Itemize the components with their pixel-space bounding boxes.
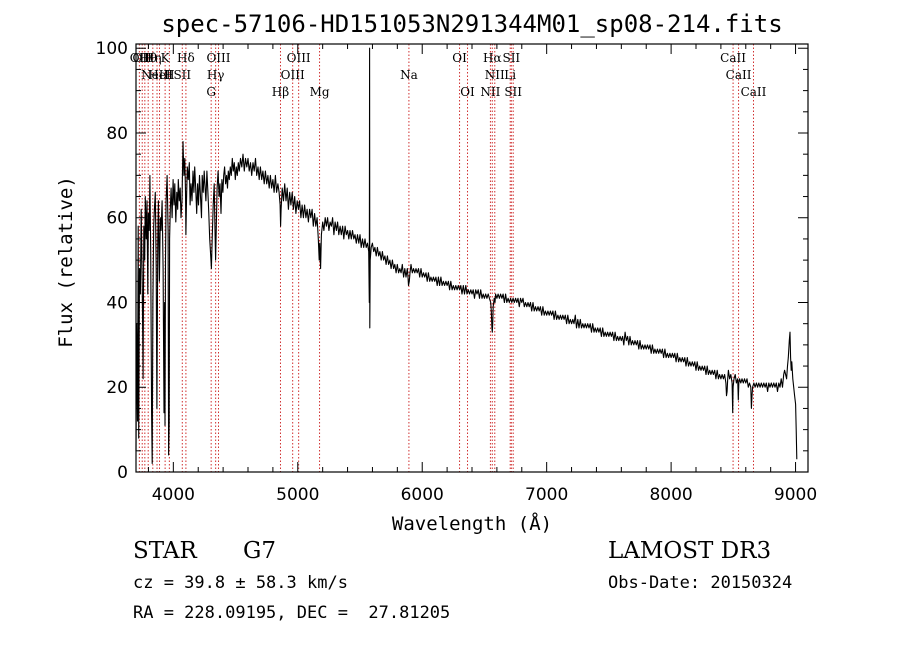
x-axis-label: Wavelength (Å) [392,512,552,535]
line-label: OII [133,51,153,65]
line-label: Hγ [207,68,225,82]
spectral-line-labels: OIIOIIHθHηNeIIIHeIKHHδSIIGHγOIIIHβOIIIOI… [130,51,767,99]
line-label: NeIII [141,68,173,82]
redshift-cz: cz = 39.8 ± 58.3 km/s [133,573,348,593]
spectral-line-markers [138,44,754,472]
x-axis: 4000 5000 6000 7000 8000 9000 [147,44,817,505]
line-label: Hα [483,51,502,65]
line-label: Hβ [272,85,289,99]
y-tick-label: 100 [96,39,128,59]
line-label: Hθ [139,51,157,65]
survey-name: LAMOST DR3 [608,538,772,564]
x-tick-label: 6000 [401,485,444,505]
y-tick-label: 0 [117,463,128,483]
line-label: H [164,68,174,82]
object-class: STAR [133,538,197,564]
line-label: Hδ [177,51,195,65]
line-label: NII [485,68,505,82]
line-label: CaII [726,68,752,82]
line-label: SII [502,51,520,65]
line-label: CaII [720,51,746,65]
spectral-subclass: G7 [243,538,277,564]
x-tick-label: 7000 [525,485,568,505]
line-label: Li [504,68,516,82]
line-label: OII [130,51,150,65]
chart-title: spec-57106-HD151053N291344M01_sp08-214.f… [161,10,782,38]
line-label: G [206,85,216,99]
x-tick-label: 4000 [152,485,195,505]
y-tick-label: 60 [106,209,128,229]
line-label: SII [504,85,522,99]
line-label: OIII [206,51,230,65]
x-tick-label: 8000 [649,485,692,505]
line-label: CaII [741,85,767,99]
flux-line [135,47,798,465]
y-tick-label: 80 [106,124,128,144]
line-label: OI [460,85,475,99]
y-tick-label: 20 [106,378,128,398]
y-axis: 0 20 40 60 80 100 [96,39,808,483]
x-tick-label: 9000 [774,485,817,505]
line-label: OI [452,51,467,65]
obs-date: Obs-Date: 20150324 [608,573,793,593]
coordinates: RA = 228.09195, DEC = 27.81205 [133,603,451,623]
line-label: NII [480,85,500,99]
y-axis-label: Flux (relative) [55,176,77,348]
line-label: SII [173,68,191,82]
y-tick-label: 40 [106,293,128,313]
x-tick-label: 5000 [276,485,319,505]
line-label: HeI [148,68,171,82]
plot-frame [135,43,809,473]
line-label: OIII [281,68,305,82]
line-label: Hη [144,51,162,65]
line-label: Na [400,68,418,82]
line-label: Mg [310,85,330,99]
flux-series [135,47,798,465]
line-label: K [161,51,171,65]
line-label: OIII [287,51,311,65]
